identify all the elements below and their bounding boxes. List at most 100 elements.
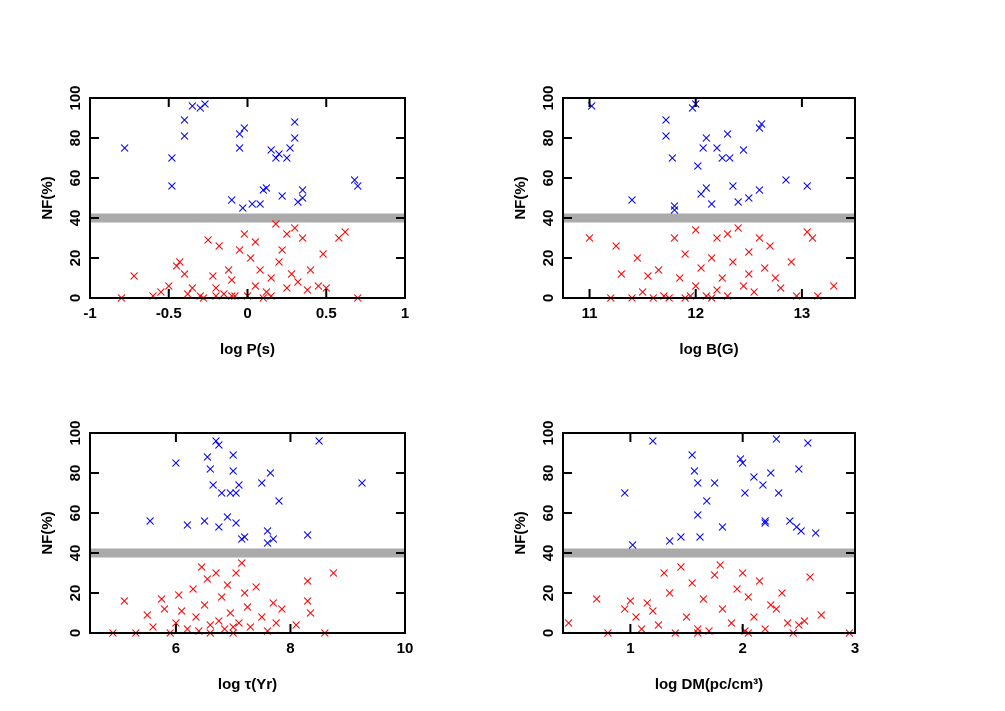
- marker: [787, 258, 796, 266]
- marker: [220, 290, 228, 298]
- marker: [292, 621, 301, 629]
- marker: [718, 154, 727, 162]
- marker: [682, 613, 691, 621]
- marker: [209, 481, 217, 489]
- marker: [713, 144, 721, 152]
- marker: [811, 529, 820, 537]
- marker: [718, 605, 727, 613]
- x-tick-label: 3: [851, 640, 859, 657]
- marker: [286, 144, 294, 152]
- marker: [172, 619, 180, 627]
- marker: [243, 603, 252, 611]
- marker: [760, 264, 769, 272]
- marker: [237, 559, 246, 567]
- marker: [733, 585, 741, 593]
- marker: [783, 619, 792, 627]
- marker: [204, 236, 212, 244]
- marker: [172, 459, 180, 467]
- marker: [677, 533, 685, 541]
- marker: [755, 577, 764, 585]
- marker: [564, 619, 573, 627]
- marker: [256, 266, 264, 274]
- y-tick-label: 80: [540, 465, 557, 482]
- marker: [232, 519, 240, 527]
- marker: [226, 489, 235, 497]
- marker: [246, 623, 255, 631]
- marker: [750, 288, 758, 296]
- marker: [693, 625, 702, 633]
- marker: [744, 593, 753, 601]
- marker: [794, 621, 803, 629]
- marker: [183, 290, 192, 298]
- marker: [240, 533, 249, 541]
- y-tick-label: 0: [67, 629, 84, 637]
- marker: [217, 489, 226, 497]
- x-tick-label: 1: [401, 305, 409, 322]
- marker: [262, 184, 271, 192]
- y-tick-label: 40: [67, 210, 84, 227]
- marker: [229, 467, 238, 475]
- y-tick-label: 60: [67, 505, 84, 522]
- marker: [160, 605, 169, 613]
- x-axis-label: log B(G): [679, 341, 738, 358]
- marker: [212, 569, 220, 577]
- marker: [786, 517, 794, 525]
- marker: [303, 531, 312, 539]
- marker: [271, 154, 280, 162]
- marker: [654, 266, 663, 274]
- marker: [168, 182, 176, 190]
- marker: [183, 625, 192, 633]
- marker: [696, 533, 704, 541]
- marker: [688, 579, 697, 587]
- marker: [298, 186, 307, 194]
- marker: [592, 595, 601, 603]
- marker: [782, 176, 790, 184]
- marker: [729, 258, 737, 266]
- marker: [227, 276, 236, 284]
- x-tick-label: 10: [397, 640, 414, 657]
- marker: [734, 224, 743, 232]
- marker: [168, 154, 176, 162]
- subplot: 11 12 13 0 20 40 60 80 100 log B(G) NF(%): [512, 85, 856, 358]
- marker: [744, 194, 753, 202]
- marker: [358, 479, 366, 487]
- marker: [729, 182, 737, 190]
- marker: [235, 246, 244, 254]
- marker: [693, 511, 702, 519]
- marker: [294, 278, 302, 286]
- marker: [232, 569, 240, 577]
- marker: [263, 539, 272, 547]
- x-tick-label: 12: [687, 305, 704, 322]
- x-tick-label: 6: [172, 640, 180, 657]
- y-tick-label: 100: [67, 85, 84, 110]
- marker: [808, 234, 817, 242]
- marker: [314, 282, 323, 290]
- marker: [294, 198, 302, 206]
- marker: [196, 104, 205, 112]
- marker: [723, 130, 732, 138]
- marker: [306, 609, 315, 617]
- plot-frame: [89, 432, 406, 634]
- marker: [716, 561, 725, 569]
- plot-frame: [562, 432, 856, 634]
- marker: [240, 589, 249, 597]
- marker: [643, 599, 652, 607]
- marker: [723, 230, 732, 238]
- marker: [734, 198, 743, 206]
- marker: [797, 527, 805, 535]
- marker: [203, 575, 212, 583]
- marker: [240, 124, 249, 132]
- marker: [269, 599, 278, 607]
- marker: [329, 569, 338, 577]
- marker: [739, 282, 748, 290]
- marker: [226, 609, 235, 617]
- subplot: 1 2 3 0 20 40 60 80 100 log DM(pc/cm³) NF(%): [512, 420, 859, 692]
- marker: [278, 246, 287, 254]
- marker: [303, 577, 312, 585]
- marker: [164, 282, 173, 290]
- x-tick-label: 11: [582, 305, 598, 322]
- marker: [319, 250, 327, 258]
- marker: [626, 597, 635, 605]
- y-tick-label: 40: [67, 545, 84, 562]
- marker: [157, 288, 165, 296]
